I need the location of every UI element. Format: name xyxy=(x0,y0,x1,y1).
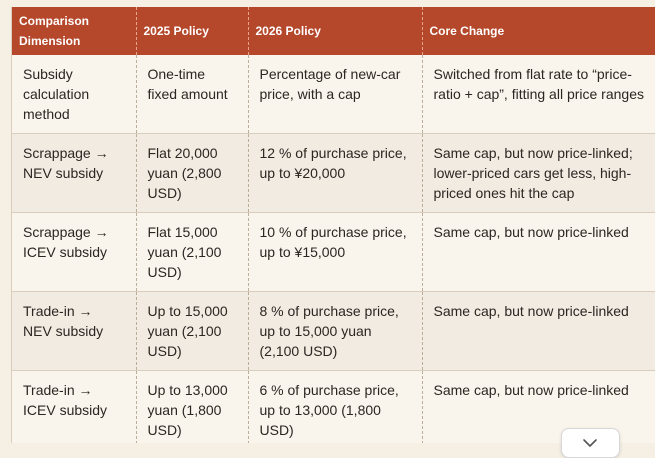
cell-dimension: Trade-in → ICEV subsidy xyxy=(12,370,137,443)
scroll-down-button[interactable] xyxy=(561,428,620,458)
header-2026-policy: 2026 Policy xyxy=(248,7,423,55)
table-header-row: Comparison Dimension 2025 Policy 2026 Po… xyxy=(12,7,655,55)
cell-policy-2025: Flat 15,000 yuan (2,100 USD) xyxy=(136,212,249,292)
cell-core-change: Same cap, but now price-linked xyxy=(422,212,655,292)
cell-policy-2025: One-time fixed amount xyxy=(136,55,249,134)
header-comparison-dimension: Comparison Dimension xyxy=(12,7,137,55)
table-row: Trade-in → NEV subsidy Up to 15,000 yuan… xyxy=(12,291,655,371)
table-row: Trade-in → ICEV subsidy Up to 13,000 yua… xyxy=(12,370,655,443)
cell-dimension: Scrappage → ICEV subsidy xyxy=(12,212,137,292)
header-2025-policy: 2025 Policy xyxy=(136,7,249,55)
cell-policy-2025: Up to 13,000 yuan (1,800 USD) xyxy=(136,370,249,443)
cell-policy-2026: 8 % of purchase price, up to 15,000 yuan… xyxy=(248,291,423,371)
cell-core-change: Same cap, but now price-linked xyxy=(422,370,655,443)
cell-policy-2025: Up to 15,000 yuan (2,100 USD) xyxy=(136,291,249,371)
header-core-change: Core Change xyxy=(422,7,655,55)
cell-policy-2026: 6 % of purchase price, up to 13,000 (1,8… xyxy=(248,370,423,443)
header-label: Core Change xyxy=(429,24,505,38)
table-row: Subsidy calculation method One-time fixe… xyxy=(12,55,655,134)
cell-dimension: Subsidy calculation method xyxy=(12,55,137,134)
cell-policy-2026: Percentage of new-car price, with a cap xyxy=(248,55,423,134)
cell-policy-2026: 10 % of purchase price, up to ¥15,000 xyxy=(248,212,423,292)
comparison-table: Comparison Dimension 2025 Policy 2026 Po… xyxy=(12,7,655,443)
chevron-down-icon xyxy=(583,439,597,447)
cell-core-change: Switched from flat rate to “price-ratio … xyxy=(422,55,655,134)
header-label: 2026 Policy xyxy=(255,24,321,38)
header-label: 2025 Policy xyxy=(143,24,209,38)
table-row: Scrappage → NEV subsidy Flat 20,000 yuan… xyxy=(12,133,655,213)
cell-policy-2026: 12 % of purchase price, up to ¥20,000 xyxy=(248,133,423,213)
cell-policy-2025: Flat 20,000 yuan (2,800 USD) xyxy=(136,133,249,213)
cell-core-change: Same cap, but now price-linked xyxy=(422,291,655,371)
header-label: Comparison Dimension xyxy=(19,14,90,48)
cell-dimension: Trade-in → NEV subsidy xyxy=(12,291,137,371)
cell-core-change: Same cap, but now price-linked; lower-pr… xyxy=(422,133,655,213)
comparison-table-container: Comparison Dimension 2025 Policy 2026 Po… xyxy=(11,7,655,443)
table-row: Scrappage → ICEV subsidy Flat 15,000 yua… xyxy=(12,212,655,292)
cell-dimension: Scrappage → NEV subsidy xyxy=(12,133,137,213)
